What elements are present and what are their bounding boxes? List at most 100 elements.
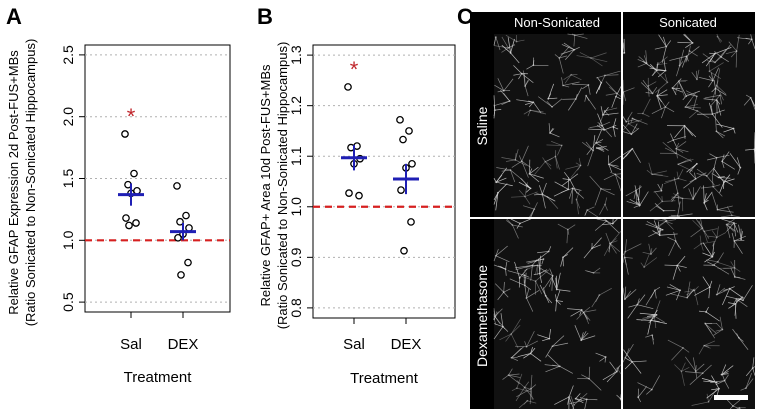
filament (529, 173, 540, 183)
filament (637, 62, 647, 68)
filament (610, 171, 616, 175)
filament (542, 157, 546, 162)
filament (613, 118, 617, 128)
filament (628, 304, 638, 308)
cell-body (547, 250, 550, 253)
cell-body (603, 129, 606, 131)
filament (686, 90, 700, 97)
filament (495, 167, 508, 183)
filament (701, 53, 716, 64)
filament (645, 223, 663, 231)
cell-body (610, 241, 612, 244)
panel-c-letter: C (457, 4, 473, 29)
filament (493, 311, 498, 320)
filament (703, 345, 711, 349)
filament (555, 156, 560, 170)
filament (501, 45, 511, 54)
filament (584, 270, 594, 274)
filament (511, 357, 519, 361)
cell-body (569, 178, 571, 181)
filament (494, 109, 502, 111)
cell-body (607, 163, 610, 166)
cell-body (532, 101, 535, 104)
data-point (184, 258, 192, 267)
filament (719, 95, 723, 105)
cell-body (751, 367, 754, 370)
filament (706, 259, 718, 263)
filament (721, 365, 734, 375)
filament (696, 69, 700, 80)
cell-body (546, 196, 549, 198)
filament (543, 275, 553, 289)
filament (686, 163, 698, 173)
filament (689, 172, 696, 180)
filament (497, 78, 505, 91)
cell-body (753, 148, 756, 151)
filament (728, 41, 737, 52)
filament (704, 323, 712, 333)
filament (716, 131, 726, 137)
filament (635, 190, 638, 205)
filament (615, 174, 622, 180)
filament (681, 362, 686, 372)
filament (654, 290, 657, 299)
scale-bar (714, 395, 748, 400)
filament (678, 178, 687, 182)
filament (574, 33, 584, 36)
filament (652, 86, 658, 94)
filament (709, 95, 721, 107)
filament (681, 371, 685, 386)
filament (690, 227, 703, 238)
filament (610, 240, 618, 244)
cell-body (631, 147, 634, 150)
filament (595, 129, 603, 144)
filament (505, 159, 516, 162)
filament (729, 153, 741, 168)
cell-body (720, 373, 723, 376)
filament (716, 226, 719, 238)
micrograph-grid: Non-Sonicated Sonicated Saline Dexametha… (470, 12, 756, 409)
filament (614, 174, 622, 192)
y-tick-label: 1.1 (288, 146, 304, 166)
filament (581, 309, 589, 320)
filament (601, 121, 611, 127)
cell-body (558, 365, 561, 368)
filament (608, 155, 622, 165)
filament (646, 389, 653, 395)
cell-body (733, 222, 735, 224)
filament (508, 374, 521, 378)
filament (575, 87, 582, 100)
cell-body (651, 173, 653, 176)
cell-body (696, 95, 698, 98)
filament (582, 84, 589, 90)
cell-body (502, 291, 505, 294)
filament (624, 257, 627, 266)
cell-body (685, 55, 688, 58)
cell-body (651, 92, 654, 95)
filament (686, 93, 698, 97)
filament (518, 181, 531, 189)
cell-body (530, 387, 532, 390)
filament (679, 49, 685, 66)
filament (505, 34, 517, 42)
filament (519, 268, 528, 279)
filament (672, 139, 677, 147)
filament (538, 96, 553, 108)
micrograph-saline-non-sonicated (493, 33, 622, 218)
filament (623, 349, 633, 363)
filament (748, 39, 753, 45)
filament (495, 249, 499, 256)
filament (547, 354, 560, 367)
filament (510, 169, 516, 183)
filament (703, 202, 708, 211)
cell-body (604, 203, 606, 206)
filament (524, 272, 527, 286)
filament (661, 183, 663, 191)
filament (688, 110, 698, 119)
filament (600, 106, 604, 116)
filament (672, 87, 683, 93)
filament (712, 237, 718, 247)
cell-body (541, 193, 544, 196)
filament (672, 78, 682, 89)
cell-body (525, 345, 528, 348)
